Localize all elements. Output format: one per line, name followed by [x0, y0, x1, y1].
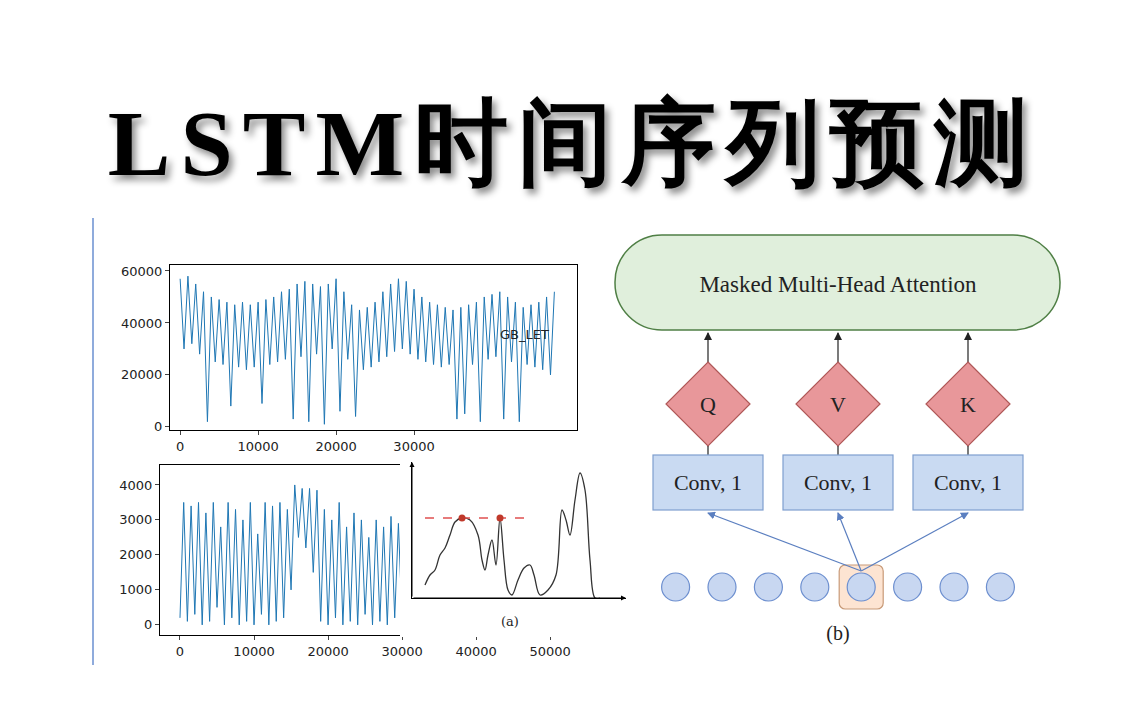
- svg-text:4000: 4000: [119, 477, 152, 492]
- svg-text:(a): (a): [501, 614, 519, 629]
- svg-text:40000: 40000: [455, 644, 496, 659]
- svg-text:20000: 20000: [121, 367, 162, 382]
- svg-text:0: 0: [154, 419, 162, 434]
- svg-text:2000: 2000: [119, 547, 152, 562]
- svg-text:20000: 20000: [307, 644, 348, 659]
- svg-text:60000: 60000: [121, 264, 162, 279]
- svg-text:10000: 10000: [237, 439, 278, 454]
- svg-text:Masked Multi-Head Attention: Masked Multi-Head Attention: [699, 272, 977, 297]
- svg-text:Q: Q: [700, 392, 716, 417]
- svg-text:GB_LET: GB_LET: [500, 327, 549, 342]
- html-text:LSTM时间序列预测: LSTM时间序列预测: [107, 91, 1039, 195]
- svg-text:3000: 3000: [119, 512, 152, 527]
- svg-text:Conv, 1: Conv, 1: [934, 470, 1002, 495]
- svg-text:0: 0: [144, 617, 152, 632]
- svg-text:1000: 1000: [119, 582, 152, 597]
- svg-text:10000: 10000: [233, 644, 274, 659]
- svg-text:40000: 40000: [121, 315, 162, 330]
- svg-text:Conv, 1: Conv, 1: [804, 470, 872, 495]
- svg-text:50000: 50000: [530, 644, 571, 659]
- svg-text:0: 0: [176, 439, 184, 454]
- svg-text:V: V: [830, 392, 846, 417]
- svg-text:30000: 30000: [381, 644, 422, 659]
- svg-text:(b): (b): [826, 622, 849, 645]
- svg-text:20000: 20000: [315, 439, 356, 454]
- svg-text:Conv, 1: Conv, 1: [674, 470, 742, 495]
- svg-text:30000: 30000: [393, 438, 435, 454]
- svg-text:0: 0: [176, 644, 184, 659]
- svg-text:K: K: [960, 392, 976, 417]
